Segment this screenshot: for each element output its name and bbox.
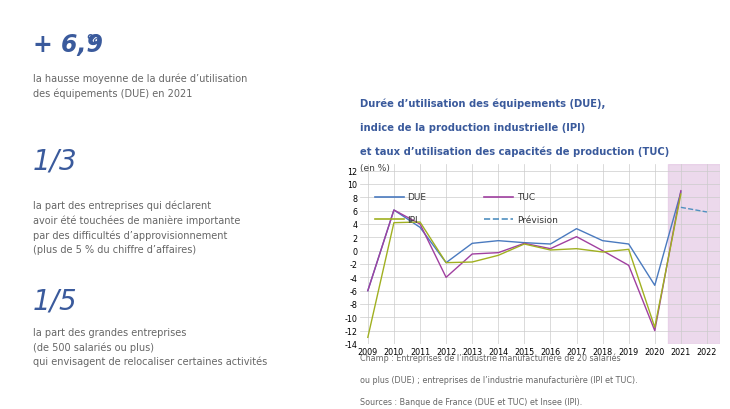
Text: IPI: IPI <box>407 215 418 224</box>
Text: indice de la production industrielle (IPI): indice de la production industrielle (IP… <box>360 123 585 133</box>
Text: la part des grandes entreprises
(de 500 salariés ou plus)
qui envisagent de relo: la part des grandes entreprises (de 500 … <box>33 327 267 366</box>
Text: ou plus (DUE) ; entreprises de l’industrie manufacturière (IPI et TUC).: ou plus (DUE) ; entreprises de l’industr… <box>360 375 637 384</box>
Text: Prévision: Prévision <box>517 215 558 224</box>
Text: Sources : Banque de France (DUE et TUC) et Insee (IPI).: Sources : Banque de France (DUE et TUC) … <box>360 397 583 406</box>
Text: + 6,9: + 6,9 <box>33 33 103 57</box>
Text: 1/3: 1/3 <box>33 147 77 175</box>
Text: %: % <box>86 33 99 46</box>
Text: TUC: TUC <box>517 193 535 202</box>
Text: DUE: DUE <box>407 193 426 202</box>
Text: Durée d’utilisation des équipements (DUE),: Durée d’utilisation des équipements (DUE… <box>360 99 605 109</box>
Text: la part des entreprises qui déclarent
avoir été touchées de manière importante
p: la part des entreprises qui déclarent av… <box>33 200 240 254</box>
Text: 1/5: 1/5 <box>33 286 77 314</box>
Text: la hausse moyenne de la durée d’utilisation
des équipements (DUE) en 2021: la hausse moyenne de la durée d’utilisat… <box>33 74 247 99</box>
Bar <box>668 164 720 344</box>
Text: Champ : Entreprises de l’industrie manufacturière de 20 salariés: Champ : Entreprises de l’industrie manuf… <box>360 352 620 362</box>
Text: et taux d’utilisation des capacités de production (TUC): et taux d’utilisation des capacités de p… <box>360 146 669 156</box>
Text: (en %): (en %) <box>360 164 390 173</box>
